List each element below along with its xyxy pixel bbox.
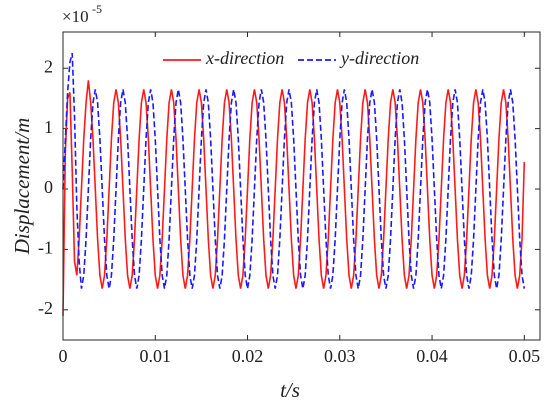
plot-area [63, 32, 540, 340]
y-scale-exponent: -5 [92, 2, 102, 16]
y-tick-label: 0 [44, 177, 53, 197]
x-tick-label: 0.01 [140, 346, 172, 366]
x-tick-label: 0.04 [416, 346, 448, 366]
series-line [62, 52, 526, 289]
y-tick-label: -1 [38, 238, 53, 258]
y-scale-base: ×10 [62, 7, 89, 26]
plot-frame [62, 31, 541, 341]
y-axis-label: Displacement/m [10, 118, 34, 255]
y-tick-label: -2 [38, 298, 53, 318]
series-line [62, 80, 526, 316]
legend-label: y-direction [339, 48, 419, 68]
x-axis-label: t/s [280, 378, 300, 402]
legend-label: x-direction [205, 48, 284, 68]
x-tick-label: 0.02 [232, 346, 264, 366]
x-tick-label: 0.05 [509, 346, 541, 366]
y-tick-label: 1 [44, 117, 53, 137]
x-tick-label: 0 [59, 346, 68, 366]
y-tick-label: 2 [44, 56, 53, 76]
x-tick-label: 0.03 [324, 346, 356, 366]
